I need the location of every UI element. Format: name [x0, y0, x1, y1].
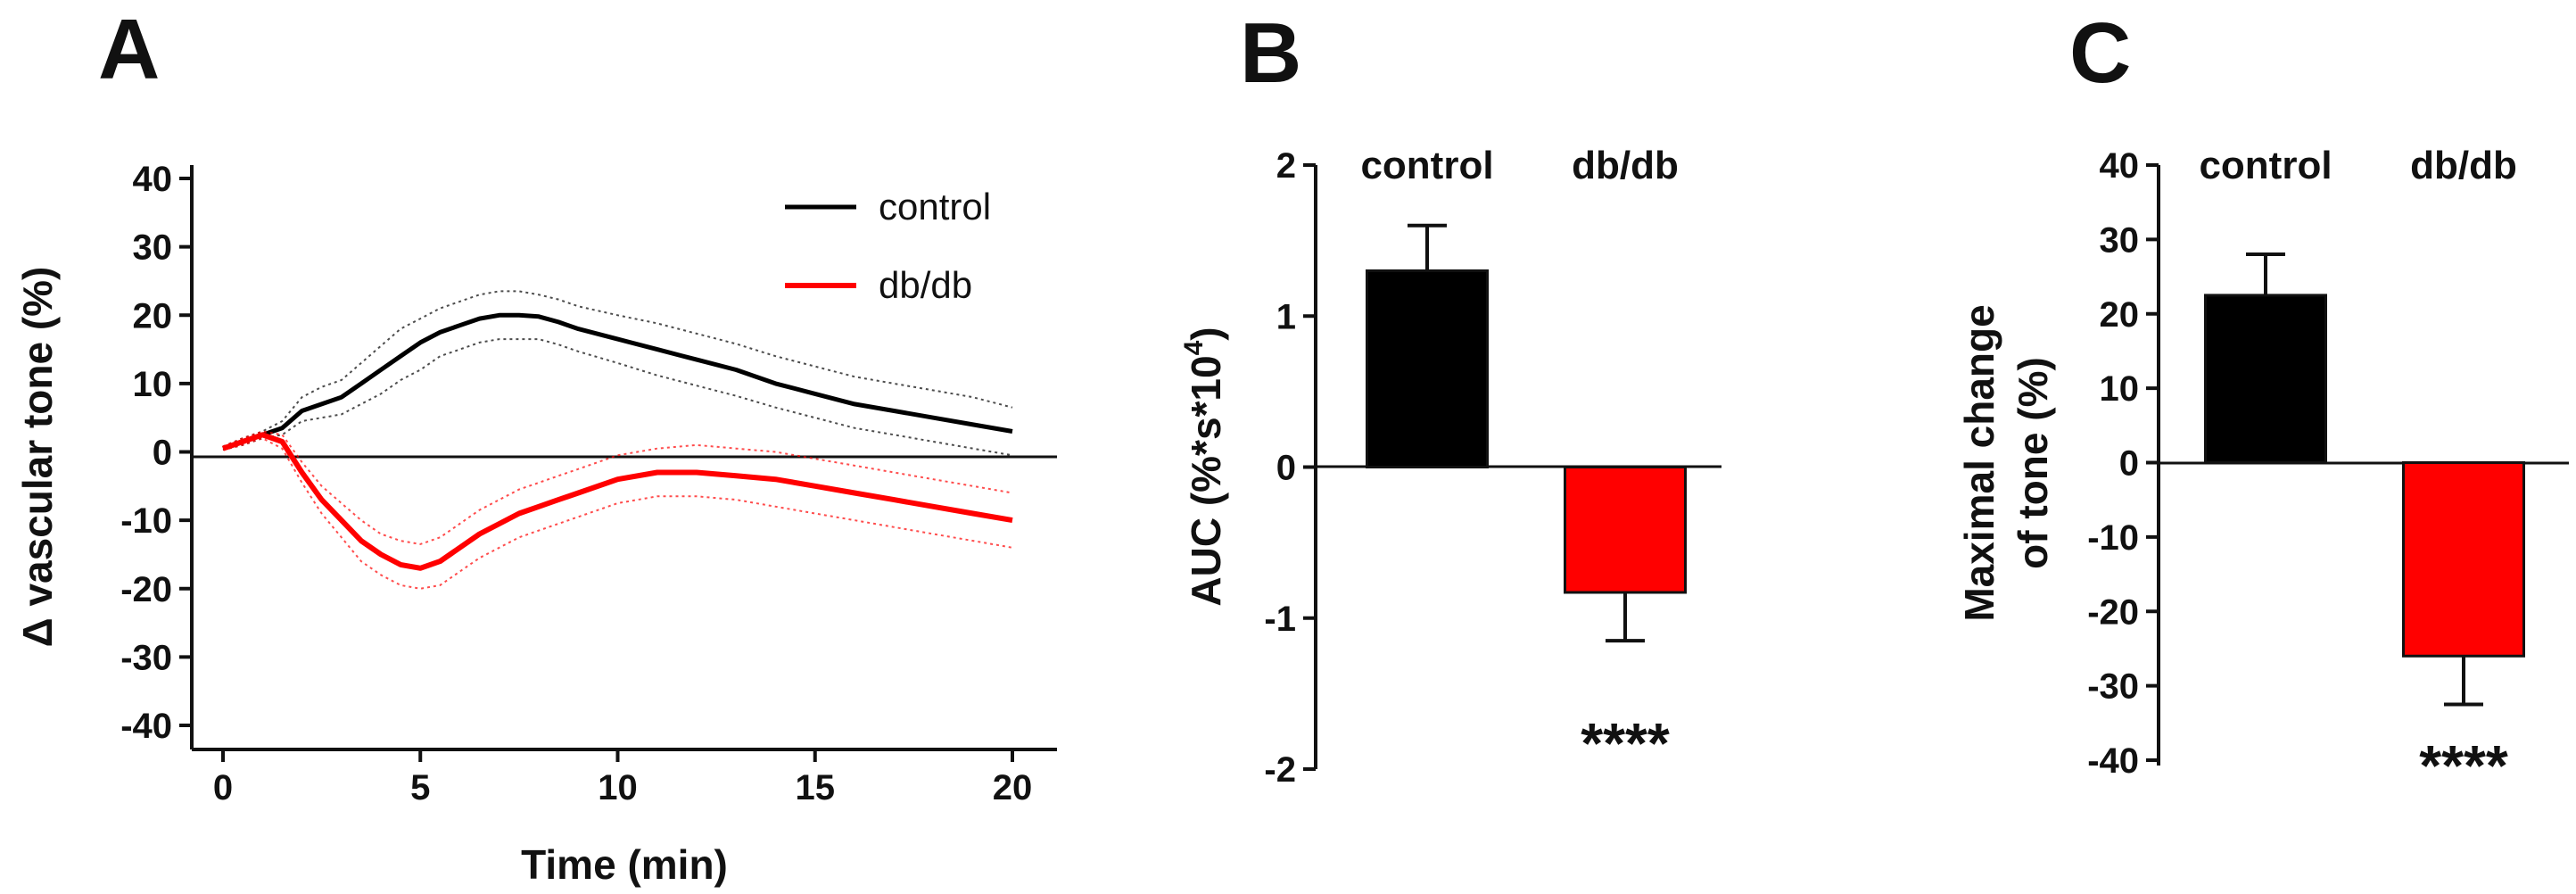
panel-b-letter: B: [1240, 5, 1301, 101]
panel-b-y-tick-label: 0: [1276, 449, 1296, 488]
panel-c-y-tick-label: 30: [2100, 220, 2140, 260]
panel-c-letter: C: [2069, 5, 2131, 101]
panel-b-bars: [1366, 223, 1687, 643]
panel-a-x-tick-label: 5: [410, 768, 430, 807]
legend-dbdb-label: db/db: [879, 264, 972, 306]
panel-b-category-control: control: [1360, 144, 1493, 187]
panel-a-y-tick-label: -10: [120, 501, 172, 541]
panel-b-y-tick-label: -1: [1264, 600, 1296, 639]
panel-a-x-ticks: 0 5 10 15 20: [213, 749, 1032, 807]
panel-c-y-tick-label: -40: [2087, 741, 2139, 781]
panel-c-bars: [2204, 252, 2525, 707]
panel-c-y-axis-label-line1: Maximal change: [1956, 304, 2002, 621]
series-control-lower-band: [222, 338, 1013, 457]
legend-control-label: control: [879, 186, 991, 228]
series-db-db-lower-band: [222, 437, 1013, 590]
panel-a-y-tick-label: 40: [133, 160, 173, 199]
panel-c-significance-stars: ****: [2419, 733, 2508, 798]
panel-b-y-axis-label: AUC (%*s*104): [1179, 327, 1229, 606]
panel-c-y-tick-label: 0: [2119, 444, 2139, 484]
panel-b-y-tick-label: 2: [1276, 146, 1296, 186]
panel-a-y-axis-label: Δ vascular tone (%): [14, 267, 61, 648]
panel-a-y-tick-label: -30: [120, 638, 172, 677]
panel-c-y-tick-label: 40: [2100, 146, 2140, 186]
panel-a-x-tick-label: 20: [993, 768, 1033, 807]
panel-a-line-chart: A 40 30 20 10 0 -10 -20 -30 -40 0 5 10 15 20 Δ vascu…: [14, 2, 1057, 888]
panel-c-y-tick-label: -10: [2087, 518, 2139, 558]
panel-c-category-control: control: [2199, 144, 2332, 187]
series-control-line: [222, 312, 1013, 451]
panel-b-y-ticks: 2 1 0 -1 -2: [1264, 146, 1316, 790]
panel-b-y-tick-label: -2: [1264, 750, 1296, 790]
panel-c-bar-control: [2204, 294, 2327, 464]
panel-b-ylabel-close: ): [1183, 327, 1229, 340]
panel-b-significance-stars: ****: [1581, 711, 1670, 775]
panel-c-y-axis-label-line2: of tone (%): [2010, 357, 2056, 569]
panel-b-bar-db-db: [1564, 466, 1687, 594]
panel-a-y-tick-label: 10: [133, 365, 173, 404]
panel-b-y-tick-label: 1: [1276, 297, 1296, 336]
panel-a-series: [222, 290, 1013, 590]
panel-b-bar-chart: B 2 1 0 -1 -2 control db/db AUC (%*s*104) **…: [1179, 5, 1721, 790]
panel-c-bar-db-db: [2402, 461, 2525, 658]
panel-a-x-tick-label: 10: [598, 768, 638, 807]
panel-c-y-tick-label: -20: [2087, 592, 2139, 632]
series-db-db-line: [222, 432, 1013, 571]
panel-c-category-dbdb: db/db: [2410, 144, 2517, 187]
panel-c-bar-chart: C 40 30 20 10 0 -10 -20 -30 -40 control db/db Ma…: [1956, 5, 2569, 798]
series-control-upper-band: [222, 290, 1013, 448]
panel-b-ylabel-main: AUC (%*s*10: [1183, 355, 1229, 606]
panel-c-y-tick-label: -30: [2087, 667, 2139, 707]
panel-c-y-ticks: 40 30 20 10 0 -10 -20 -30 -40: [2087, 146, 2159, 781]
panel-a-y-tick-label: -20: [120, 570, 172, 609]
panel-a-y-tick-label: -40: [120, 707, 172, 746]
panel-a-y-tick-label: 20: [133, 296, 173, 335]
panel-a-y-tick-label: 30: [133, 228, 173, 268]
panel-a-letter: A: [98, 2, 160, 97]
panel-b-ylabel-superscript: 4: [1179, 340, 1209, 355]
panel-b-bar-control: [1366, 269, 1489, 468]
panel-a-y-tick-label: 0: [153, 434, 172, 473]
panel-a-x-tick-label: 0: [213, 768, 233, 807]
panel-c-y-tick-label: 20: [2100, 295, 2140, 335]
panel-b-category-dbdb: db/db: [1572, 144, 1679, 187]
panel-a-legend: control db/db: [785, 186, 991, 306]
panel-c-y-tick-label: 10: [2100, 369, 2140, 409]
panel-a-x-tick-label: 15: [796, 768, 836, 807]
panel-a-x-axis-label: Time (min): [521, 841, 728, 888]
panel-a-y-ticks: 40 30 20 10 0 -10 -20 -30 -40: [120, 160, 192, 746]
